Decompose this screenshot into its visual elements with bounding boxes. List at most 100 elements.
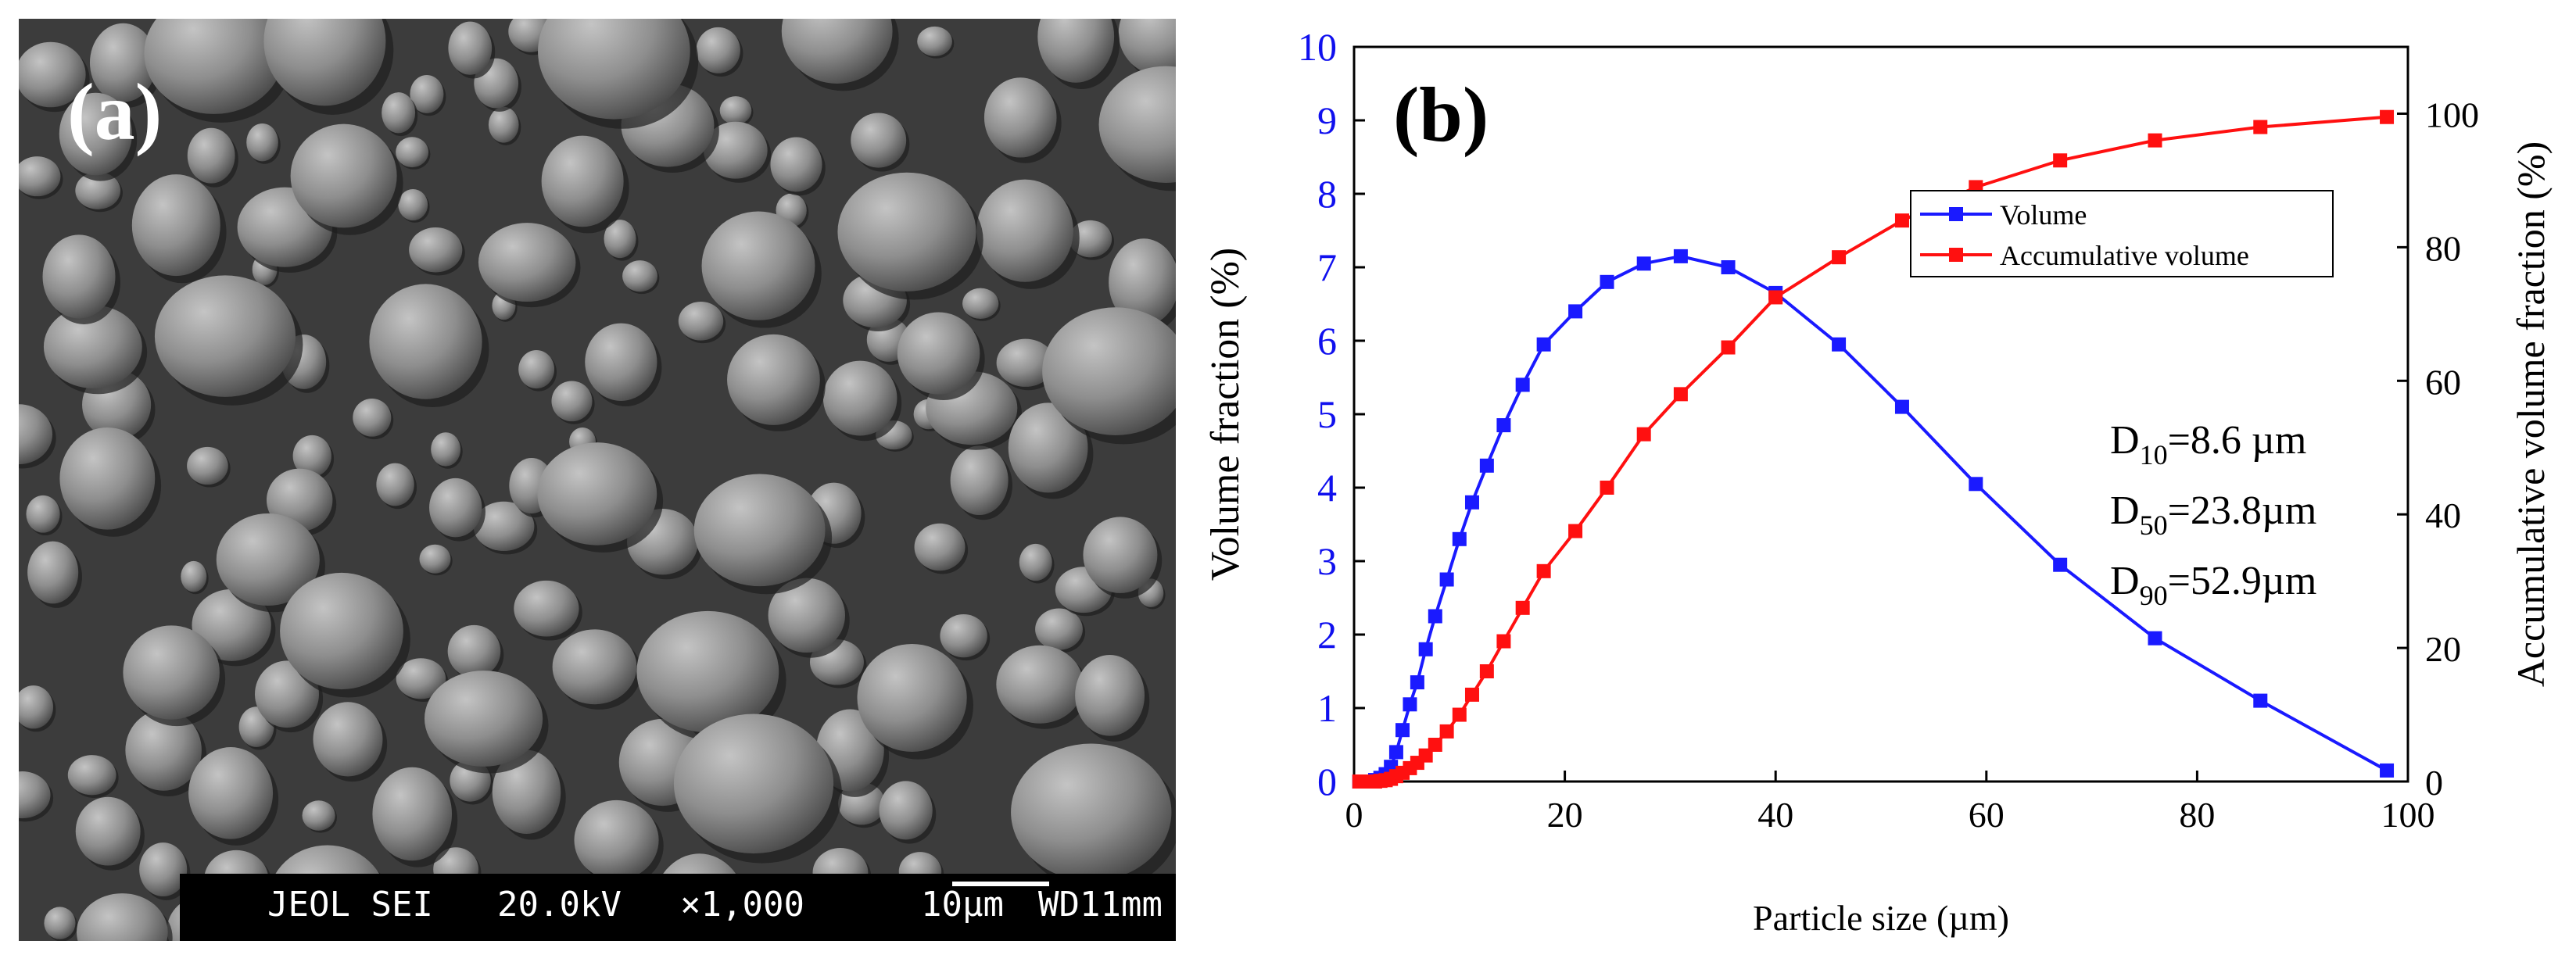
accumulative-data-point (1768, 290, 1783, 305)
legend-box (1910, 190, 2334, 277)
panel-a-label: (a) (67, 67, 163, 157)
x-axis-title: Particle size (µm) (1753, 898, 2009, 938)
powder-particle (42, 234, 116, 319)
powder-particle (75, 796, 141, 866)
powder-particle (419, 544, 451, 574)
powder-particle (552, 629, 637, 705)
legend-volume-label: Volume (2000, 199, 2087, 231)
accumulative-data-point (1439, 724, 1454, 739)
y-left-tick-label: 2 (1317, 613, 1337, 656)
sem-micrograph-panel: (a) JEOL SEI 20.0kV ×1,000 10µm WD11mm (19, 19, 1176, 941)
powder-particle (290, 123, 397, 228)
y-left-axis-title: Volume fraction (%) (1203, 248, 1248, 581)
powder-particle (19, 41, 86, 108)
powder-particle (77, 893, 168, 941)
d-subscript: 10 (2140, 439, 2168, 470)
powder-particle (19, 404, 53, 465)
accumulative-data-point (1673, 387, 1688, 402)
d-subscript: 50 (2140, 510, 2168, 541)
powder-particle (19, 156, 61, 197)
powder-particle (585, 323, 657, 401)
sem-voltage: 20.0kV (497, 885, 622, 925)
particle-size-chart: 0 20 40 60 80 100012345678910020406080100Part… (1203, 25, 2553, 938)
volume-data-point (1515, 377, 1530, 392)
accumulative-data-point (1515, 600, 1530, 615)
powder-particle (551, 381, 593, 422)
powder-particle (1118, 19, 1176, 77)
y-right-tick-label: 100 (2425, 95, 2479, 134)
panel-b-label: (b) (1393, 71, 1489, 158)
particle-size-chart-panel: 0 20 40 60 80 100 0 1 2 3 4 5 6 7 8 9 10 0 20 40 60 80 100 Part… (1176, 0, 2576, 955)
powder-particle (693, 474, 826, 587)
d-symbol: D (2110, 488, 2140, 533)
powder-particle (950, 445, 1009, 516)
powder-particle (280, 572, 403, 690)
powder-particle (1098, 66, 1176, 183)
x-tick-label: 80 (2179, 795, 2215, 835)
accumulative-data-point (1894, 213, 1909, 228)
powder-particle (187, 446, 228, 485)
powder-particle (537, 442, 657, 545)
y-right-tick-label: 40 (2425, 495, 2461, 535)
powder-particle (478, 223, 576, 302)
volume-data-point (2148, 631, 2162, 646)
powder-particle (424, 671, 543, 767)
x-tick-label: 40 (1757, 795, 1793, 835)
powder-particle (822, 360, 897, 436)
powder-particle (89, 23, 156, 102)
powder-particle (44, 907, 76, 939)
d-value: =52.9µm (2168, 559, 2317, 603)
powder-particle (976, 179, 1073, 282)
powder-particle (673, 714, 834, 854)
powder-particle (781, 19, 893, 84)
powder-particle (678, 302, 724, 341)
powder-particle (398, 188, 428, 221)
powder-particle (983, 77, 1057, 158)
volume-data-point (1403, 697, 1417, 712)
powder-particle (574, 799, 659, 881)
accumulative-data-point (1536, 563, 1551, 578)
volume-data-point (1721, 260, 1736, 274)
y-left-tick-label: 3 (1317, 539, 1337, 583)
volume-data-point (1536, 337, 1551, 352)
powder-particle (144, 19, 284, 114)
powder-particle (636, 610, 779, 733)
sem-working-distance: WD11mm (1038, 885, 1163, 925)
powder-particle (1083, 517, 1158, 593)
y-left-tick-label: 10 (1298, 25, 1337, 69)
accumulative-data-point (1418, 748, 1433, 763)
volume-data-point (1673, 249, 1688, 263)
powder-particle (727, 334, 820, 425)
powder-particle (604, 220, 636, 259)
d-value-annotation: D10=8.6 µm (2110, 418, 2306, 470)
legend-volume-marker (1949, 207, 1963, 221)
plot-frame (1352, 45, 2409, 783)
d-value: =8.6 µm (2168, 418, 2307, 463)
powder-particle (719, 96, 752, 125)
accumulative-data-point (1636, 427, 1651, 442)
powder-particle (27, 541, 79, 604)
powder-particle (962, 288, 999, 319)
powder-particle (879, 781, 933, 840)
d-symbol: D (2110, 559, 2140, 603)
accumulative-data-point (2148, 133, 2162, 148)
sem-micrograph-image (19, 19, 1176, 941)
powder-particle (538, 19, 690, 120)
powder-particle (19, 685, 54, 729)
powder-particle (67, 755, 116, 796)
x-tick-label: 100 (2381, 795, 2435, 835)
volume-data-point (1969, 477, 1983, 492)
powder-particle (857, 643, 967, 752)
accumulative-data-point (1568, 524, 1583, 538)
volume-data-point (1832, 337, 1847, 352)
powder-particle (1069, 220, 1112, 258)
accumulative-data-point (1832, 250, 1847, 265)
legend-accumulative-label: Accumulative volume (2000, 240, 2249, 271)
scale-bar (952, 882, 1049, 886)
d-symbol: D (2110, 418, 2140, 463)
powder-particle (518, 350, 555, 389)
accumulative-data-point (1452, 707, 1467, 722)
accumulative-data-point (1721, 340, 1736, 355)
powder-particle (19, 771, 51, 819)
powder-particle (1075, 655, 1145, 736)
